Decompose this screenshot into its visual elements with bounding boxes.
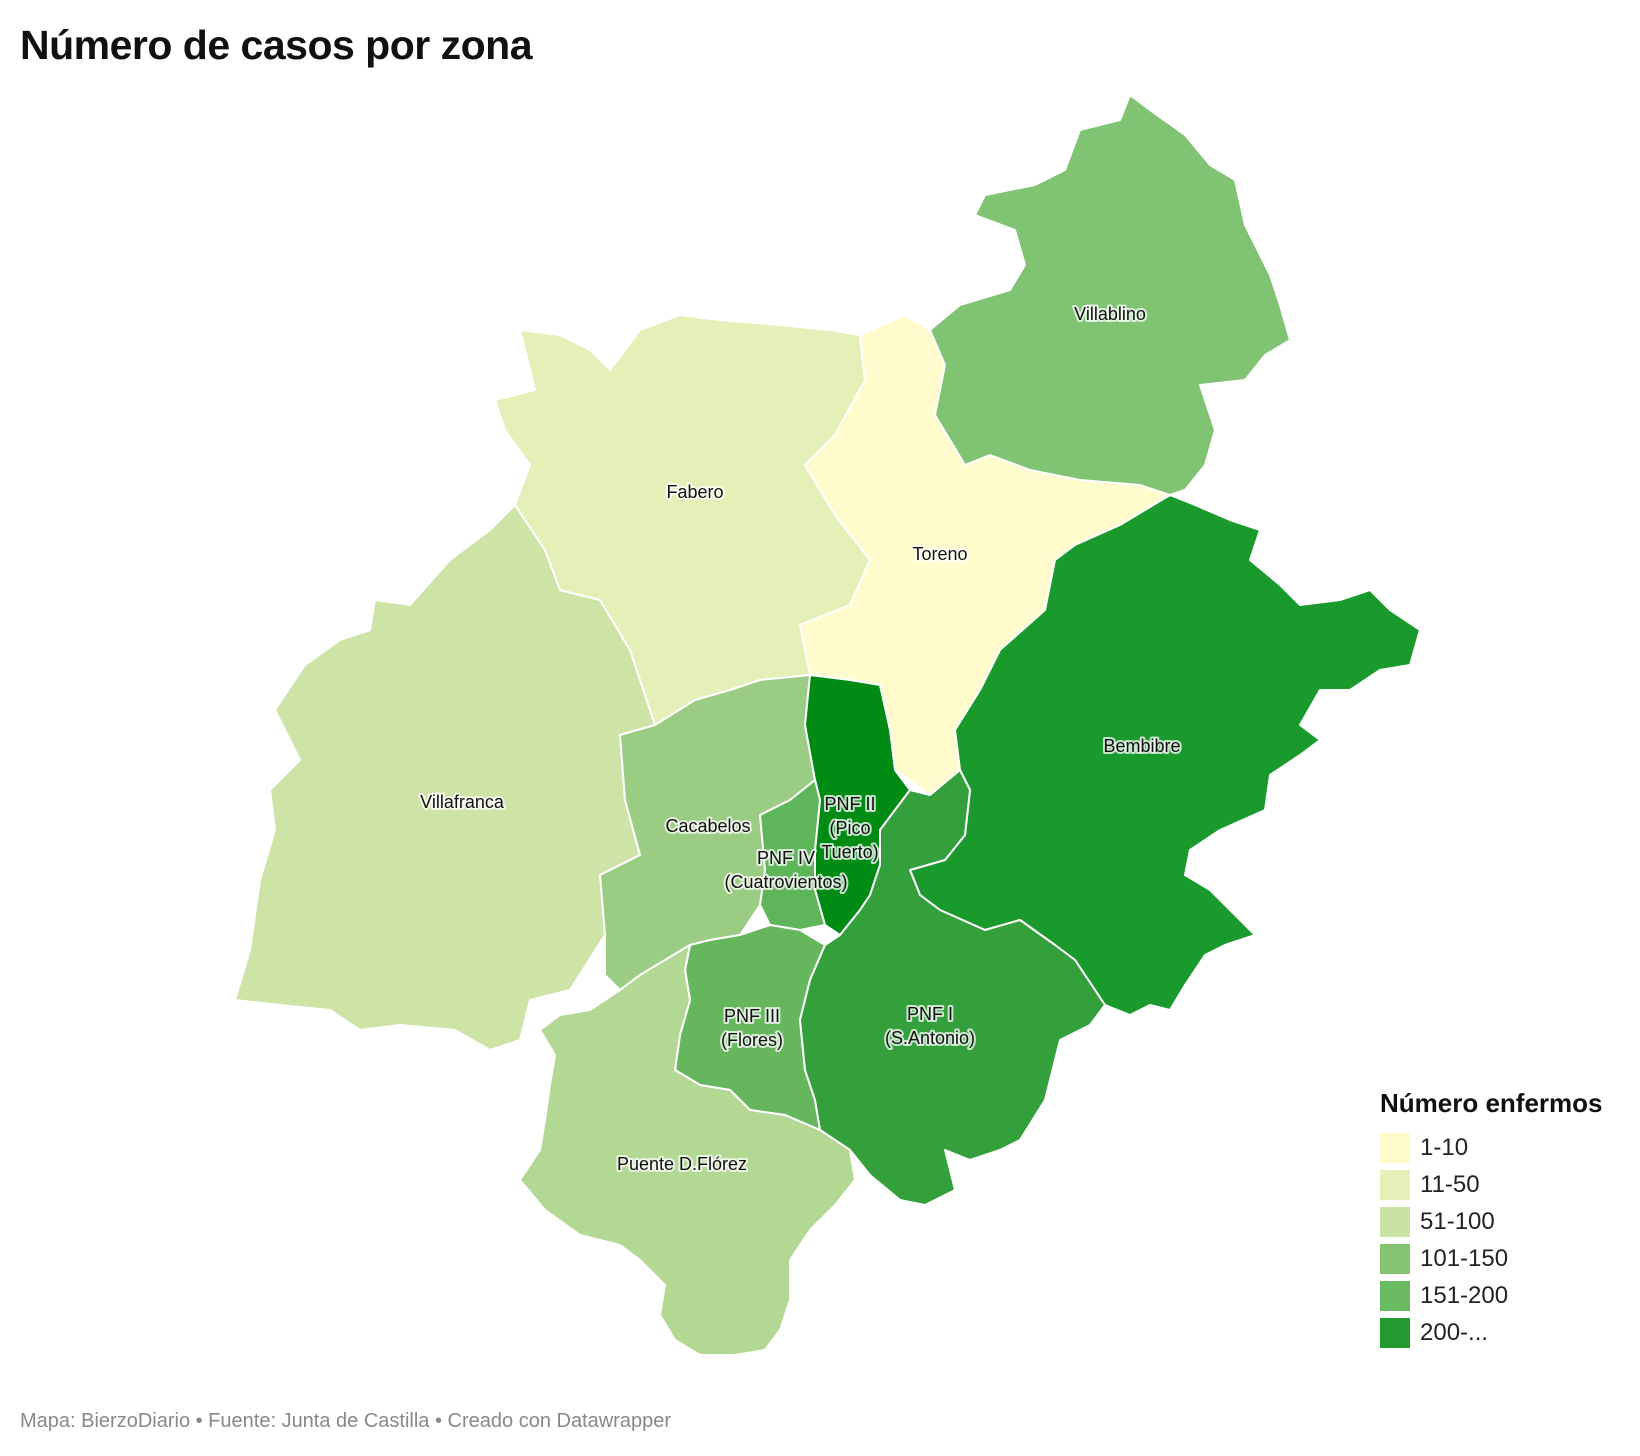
- label-toreno: Toreno: [912, 544, 967, 564]
- label-pnf1-line2: (S.Antonio): [885, 1028, 975, 1048]
- label-pnf1-line1: PNF I: [907, 1004, 953, 1024]
- legend-label: 151-200: [1420, 1281, 1509, 1309]
- legend-label: 11-50: [1420, 1170, 1480, 1198]
- label-fabero: Fabero: [666, 482, 723, 502]
- legend-item: 11-50: [1380, 1166, 1603, 1203]
- legend-swatch: [1380, 1317, 1410, 1348]
- legend-label: 1-10: [1420, 1133, 1469, 1161]
- legend-title: Número enfermos: [1380, 1088, 1603, 1118]
- legend-item: 51-100: [1380, 1203, 1603, 1240]
- zone-villablino[interactable]: [929, 94, 1291, 496]
- legend-swatch: [1380, 1206, 1410, 1237]
- label-pnf4-line1: PNF IV: [757, 848, 815, 868]
- label-villablino: Villablino: [1074, 304, 1146, 324]
- label-bembibre: Bembibre: [1103, 736, 1180, 756]
- legend-swatch: [1380, 1243, 1410, 1274]
- label-pnf2-line1: PNF II: [824, 794, 875, 814]
- zone-puente[interactable]: [519, 944, 856, 1356]
- label-villafranca: Villafranca: [420, 792, 505, 812]
- legend-swatch: [1380, 1169, 1410, 1200]
- label-pnf4-line2: (Cuatrovientos): [724, 872, 847, 892]
- legend-swatch: [1380, 1132, 1410, 1163]
- label-pnf3-line2: (Flores): [721, 1030, 783, 1050]
- legend-item: 200-...: [1380, 1314, 1603, 1351]
- legend-label: 51-100: [1420, 1207, 1495, 1235]
- map-title: Número de casos por zona: [20, 22, 533, 68]
- label-pnf2-line3: Tuerto): [821, 842, 878, 862]
- label-pnf3-line1: PNF III: [724, 1006, 780, 1026]
- label-pnf2-line2: (Pico: [829, 818, 870, 838]
- label-cacabelos: Cacabelos: [665, 816, 750, 836]
- zone-pnf1[interactable]: [799, 769, 1106, 1206]
- label-puente: Puente D.Flórez: [617, 1154, 747, 1174]
- legend-swatch: [1380, 1280, 1410, 1311]
- legend-label: 200-...: [1420, 1318, 1489, 1346]
- legend-item: 101-150: [1380, 1240, 1603, 1277]
- legend: Número enfermos 1-10 11-50 51-100 101-15…: [1380, 1088, 1603, 1351]
- legend-label: 101-150: [1420, 1244, 1509, 1272]
- legend-item: 1-10: [1380, 1129, 1603, 1166]
- source-footer: Mapa: BierzoDiario • Fuente: Junta de Ca…: [20, 1410, 671, 1432]
- legend-item: 151-200: [1380, 1277, 1603, 1314]
